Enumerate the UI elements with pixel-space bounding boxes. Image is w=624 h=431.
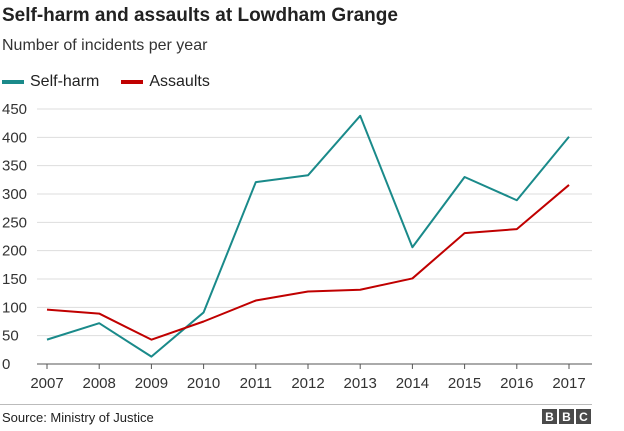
y-tick-label: 50	[2, 328, 19, 345]
line-chart: 0 50 100 150 200 250 300 350 400 450 2007 2008 2009 2…	[2, 101, 592, 392]
legend-label-assaults: Assaults	[149, 73, 210, 90]
x-tick-label: 2010	[187, 375, 220, 392]
y-tick-label: 400	[2, 129, 27, 146]
legend-swatch-self-harm	[2, 80, 24, 84]
legend-item-assaults: Assaults	[121, 73, 210, 91]
x-tick-label: 2007	[30, 375, 63, 392]
x-tick-label: 2017	[552, 375, 585, 392]
series-line-self-harm	[46, 114, 570, 358]
logo-letter: B	[542, 409, 557, 424]
y-tick-label: 150	[2, 271, 27, 288]
y-tick-label: 0	[2, 356, 10, 373]
x-tick-label: 2015	[448, 375, 481, 392]
logo-letter: C	[576, 409, 591, 424]
y-tick-label: 250	[2, 214, 27, 231]
x-tick-label: 2011	[240, 375, 272, 392]
x-tick-label: 2012	[291, 375, 324, 392]
x-tick-label: 2016	[500, 375, 533, 392]
series-line-assaults	[46, 184, 570, 341]
x-tick-label: 2009	[135, 375, 168, 392]
legend-swatch-assaults	[121, 80, 144, 84]
x-tick-label: 2014	[396, 375, 429, 392]
legend: Self-harm Assaults	[2, 73, 232, 91]
y-tick-label: 300	[2, 186, 27, 203]
y-tick-label: 350	[2, 158, 27, 175]
x-tick-label: 2008	[83, 375, 116, 392]
x-tick-label: 2013	[344, 375, 377, 392]
source-note: Source: Ministry of Justice	[2, 410, 154, 425]
chart-subtitle: Number of incidents per year	[2, 37, 208, 54]
footer-divider	[0, 404, 592, 405]
y-tick-label: 100	[2, 299, 27, 316]
y-tick-label: 200	[2, 243, 27, 260]
logo-letter: B	[559, 409, 574, 424]
y-tick-label: 450	[2, 101, 27, 118]
bbc-logo: B B C	[540, 409, 591, 424]
chart-title: Self-harm and assaults at Lowdham Grange	[2, 5, 398, 26]
legend-label-self-harm: Self-harm	[30, 73, 100, 90]
legend-item-self-harm: Self-harm	[2, 73, 99, 91]
